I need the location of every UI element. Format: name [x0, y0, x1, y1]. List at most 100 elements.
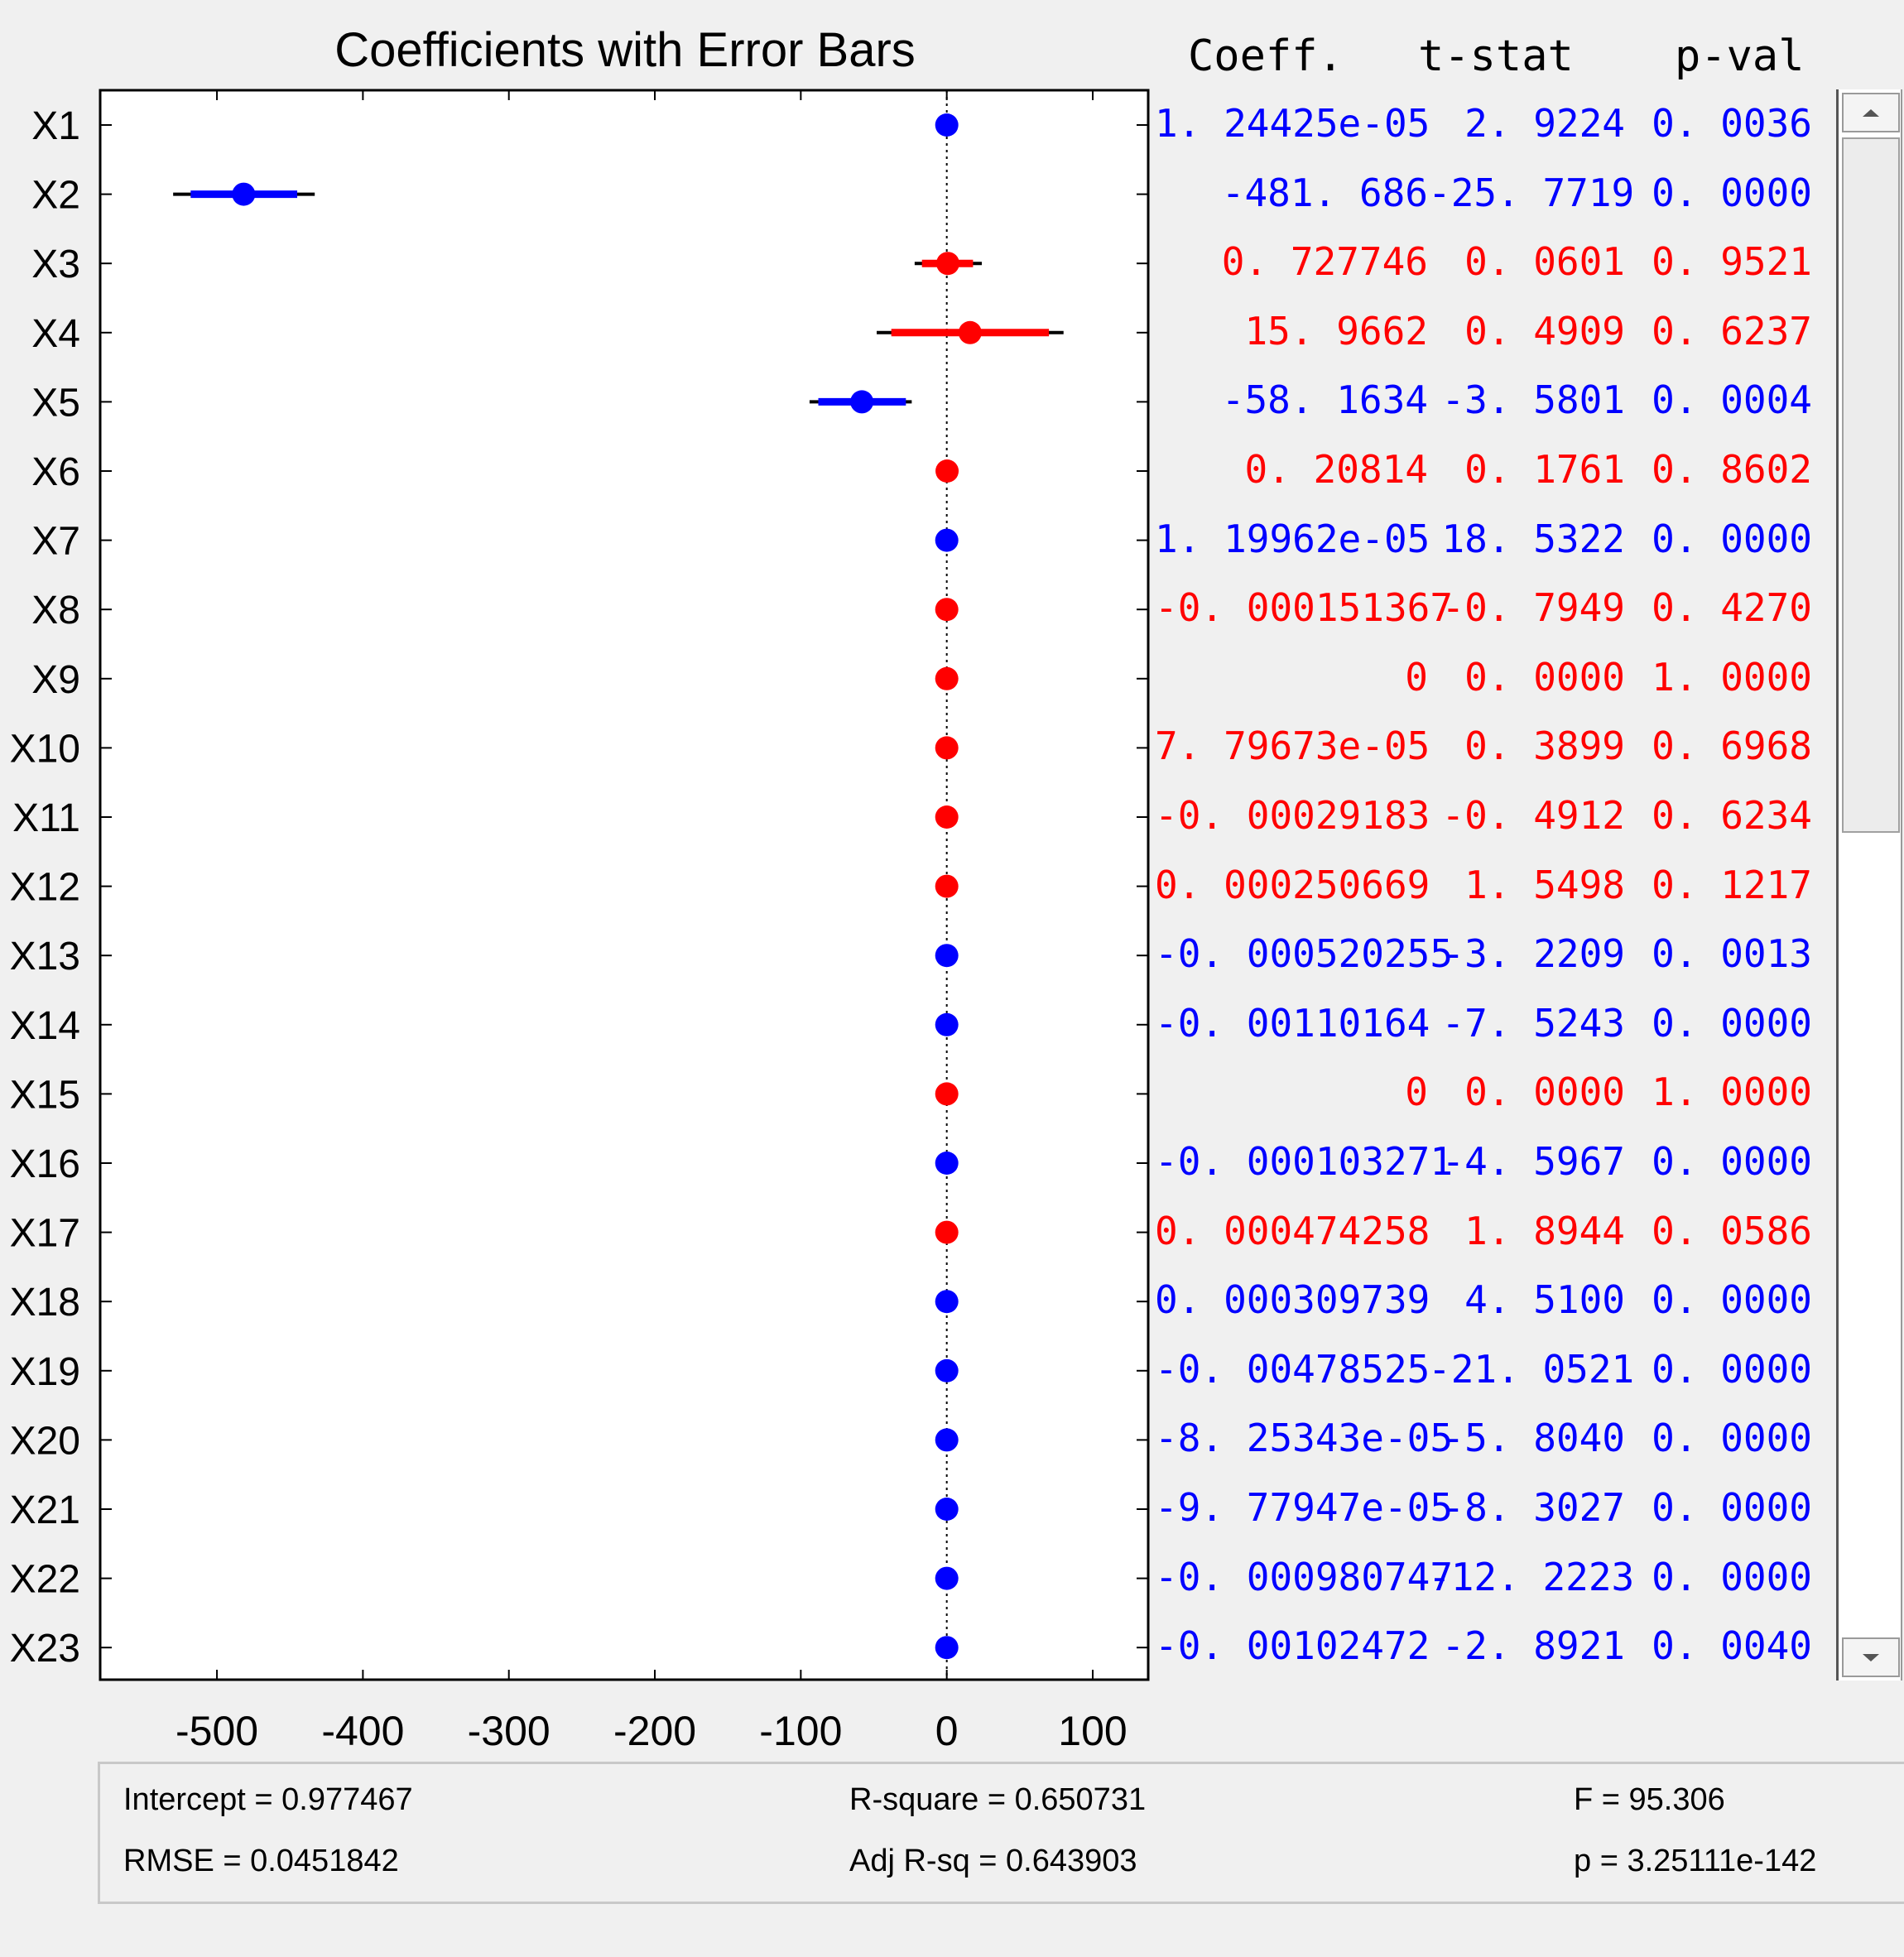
- tstat-cell: 0. 3899: [1464, 724, 1625, 769]
- scroll-up-button[interactable]: [1842, 93, 1900, 132]
- coefficient-point: [935, 944, 959, 968]
- coefficient-point: [935, 874, 959, 898]
- coefficient-point: [935, 459, 959, 483]
- table-row: -0. 000151367 -0. 7949 0. 4270: [1155, 585, 1842, 635]
- x-tick-label: 100: [1058, 1708, 1127, 1747]
- coefficient-point: [935, 805, 959, 829]
- pval-cell: 0. 0000: [1652, 516, 1812, 561]
- y-tick-label: X13: [10, 935, 80, 978]
- table-row: -9. 77947e-05 -8. 3027 0. 0000: [1155, 1485, 1842, 1535]
- coefficient-point: [935, 666, 959, 690]
- coefficient-point: [850, 390, 874, 414]
- y-tick-label: X6: [31, 450, 80, 494]
- coefficient-point: [935, 1358, 959, 1382]
- table-row: 0 0. 0000 1. 0000: [1155, 655, 1842, 704]
- y-tick-label: X2: [31, 174, 80, 218]
- plot-area: [99, 89, 1150, 1681]
- coefficient-point: [935, 1220, 959, 1244]
- y-tick-label: X22: [10, 1558, 80, 1602]
- tstat-cell: 0. 1761: [1464, 447, 1625, 492]
- pval-cell: 0. 0040: [1652, 1623, 1812, 1669]
- table-row: 0. 20814 0. 1761 0. 8602: [1155, 447, 1842, 497]
- f-stat: F = 95.306: [1574, 1782, 1725, 1817]
- pval-cell: 0. 0000: [1652, 1139, 1812, 1184]
- coeff-cell: -0. 00478525: [1155, 1346, 1430, 1392]
- pval-cell: 0. 1217: [1652, 862, 1812, 907]
- coefficient-point: [935, 736, 959, 760]
- chart-title: Coefficients with Error Bars: [334, 23, 916, 77]
- tstat-cell: -21. 0521: [1428, 1346, 1635, 1392]
- y-tick-label: X8: [31, 589, 80, 632]
- table-row: 0. 000474258 1. 8944 0. 0586: [1155, 1209, 1842, 1258]
- coeff-cell: 0. 20814: [1244, 447, 1428, 492]
- tstat-cell: -7. 5243: [1441, 1000, 1625, 1046]
- pval-cell: 0. 0000: [1652, 1485, 1812, 1530]
- tstat-cell: -3. 2209: [1441, 931, 1625, 977]
- coeff-cell: -58. 1634: [1221, 377, 1428, 423]
- header-pval: p-val: [1675, 31, 1805, 81]
- tstat-cell: 1. 8944: [1464, 1208, 1625, 1253]
- table-row: -0. 000520255 -3. 2209 0. 0013: [1155, 931, 1842, 981]
- table-row: -481. 686 -25. 7719 0. 0000: [1155, 171, 1842, 220]
- y-tick-label: X23: [10, 1627, 80, 1671]
- plot-layer: -500 -400 -300 -200 -100 0 100 X1 X2 X3 X4 X5 X6 X7 X8…: [10, 90, 1148, 1747]
- y-tick-label: X1: [31, 104, 80, 148]
- table-row: 1. 19962e-05 18. 5322 0. 0000: [1155, 517, 1842, 566]
- coeff-cell: -0. 000103271: [1155, 1139, 1454, 1184]
- coeff-cell: 7. 79673e-05: [1155, 724, 1430, 769]
- y-tick-label: X12: [10, 866, 80, 910]
- pval-cell: 0. 4270: [1652, 585, 1812, 631]
- y-tick-label: X11: [12, 796, 80, 840]
- coeff-cell: -0. 00102472: [1155, 1623, 1430, 1669]
- coeff-cell: 15. 9662: [1244, 308, 1428, 353]
- coeff-cell: 0. 000309739: [1155, 1277, 1430, 1323]
- table-row: -0. 000103271 -4. 5967 0. 0000: [1155, 1139, 1842, 1189]
- y-tick-label: X19: [10, 1350, 80, 1394]
- y-tick-label: X14: [10, 1004, 80, 1048]
- coeff-cell: -481. 686: [1221, 170, 1428, 215]
- header-tstat: t-stat: [1418, 31, 1574, 81]
- coefficient-point: [935, 113, 959, 137]
- tstat-cell: 1. 5498: [1464, 862, 1625, 907]
- coefficient-point: [935, 252, 959, 276]
- chevron-up-icon: [1863, 108, 1879, 117]
- table-row: -0. 00478525 -21. 0521 0. 0000: [1155, 1347, 1842, 1397]
- pval-cell: 0. 6234: [1652, 793, 1812, 838]
- pval-cell: 0. 0000: [1652, 1277, 1812, 1323]
- coeff-cell: 1. 24425e-05: [1155, 101, 1430, 146]
- table-row: 0. 000250669 1. 5498 0. 1217: [1155, 863, 1842, 912]
- table-row: 15. 9662 0. 4909 0. 6237: [1155, 309, 1842, 358]
- y-tick-label: X20: [10, 1419, 80, 1463]
- table-row: 0. 000309739 4. 5100 0. 0000: [1155, 1277, 1842, 1327]
- x-tick-label: -300: [468, 1708, 551, 1747]
- coeff-cell: 0. 727746: [1221, 239, 1428, 285]
- chevron-down-icon: [1863, 1653, 1879, 1661]
- tstat-cell: -0. 4912: [1441, 793, 1625, 838]
- x-tick-label: -400: [321, 1708, 404, 1747]
- table-row: -0. 000980747 -12. 2223 0. 0000: [1155, 1555, 1842, 1604]
- scroll-thumb[interactable]: [1842, 137, 1900, 833]
- table-header: Coeff. t-stat p-val: [1180, 31, 1809, 89]
- table-row: -0. 00029183 -0. 4912 0. 6234: [1155, 793, 1842, 843]
- table-row: 0 0. 0000 1. 0000: [1155, 1070, 1842, 1119]
- coeff-cell: 1. 19962e-05: [1155, 516, 1430, 561]
- table-row: 0. 727746 0. 0601 0. 9521: [1155, 239, 1842, 289]
- tstat-cell: -3. 5801: [1441, 377, 1625, 423]
- pval-cell: 0. 0036: [1652, 101, 1812, 146]
- y-tick-label: X4: [31, 312, 80, 356]
- scroll-down-button[interactable]: [1842, 1637, 1900, 1677]
- pval-cell: 0. 0000: [1652, 1554, 1812, 1599]
- tstat-cell: -8. 3027: [1441, 1485, 1625, 1530]
- pval-cell: 0. 6968: [1652, 724, 1812, 769]
- rsquare-stat: R-square = 0.650731: [849, 1782, 1147, 1817]
- table-scrollbar[interactable]: [1836, 89, 1902, 1681]
- y-tick-label: X18: [10, 1281, 80, 1325]
- coeff-cell: -9. 77947e-05: [1155, 1485, 1454, 1530]
- coefficient-point: [935, 1636, 959, 1660]
- tstat-cell: -12. 2223: [1428, 1554, 1635, 1599]
- coeff-cell: 0: [1405, 654, 1428, 700]
- coeff-cell: 0: [1405, 1070, 1428, 1115]
- coefficient-point: [935, 1428, 959, 1452]
- coefficient-point: [935, 1566, 959, 1590]
- coeff-cell: -0. 000980747: [1155, 1554, 1454, 1599]
